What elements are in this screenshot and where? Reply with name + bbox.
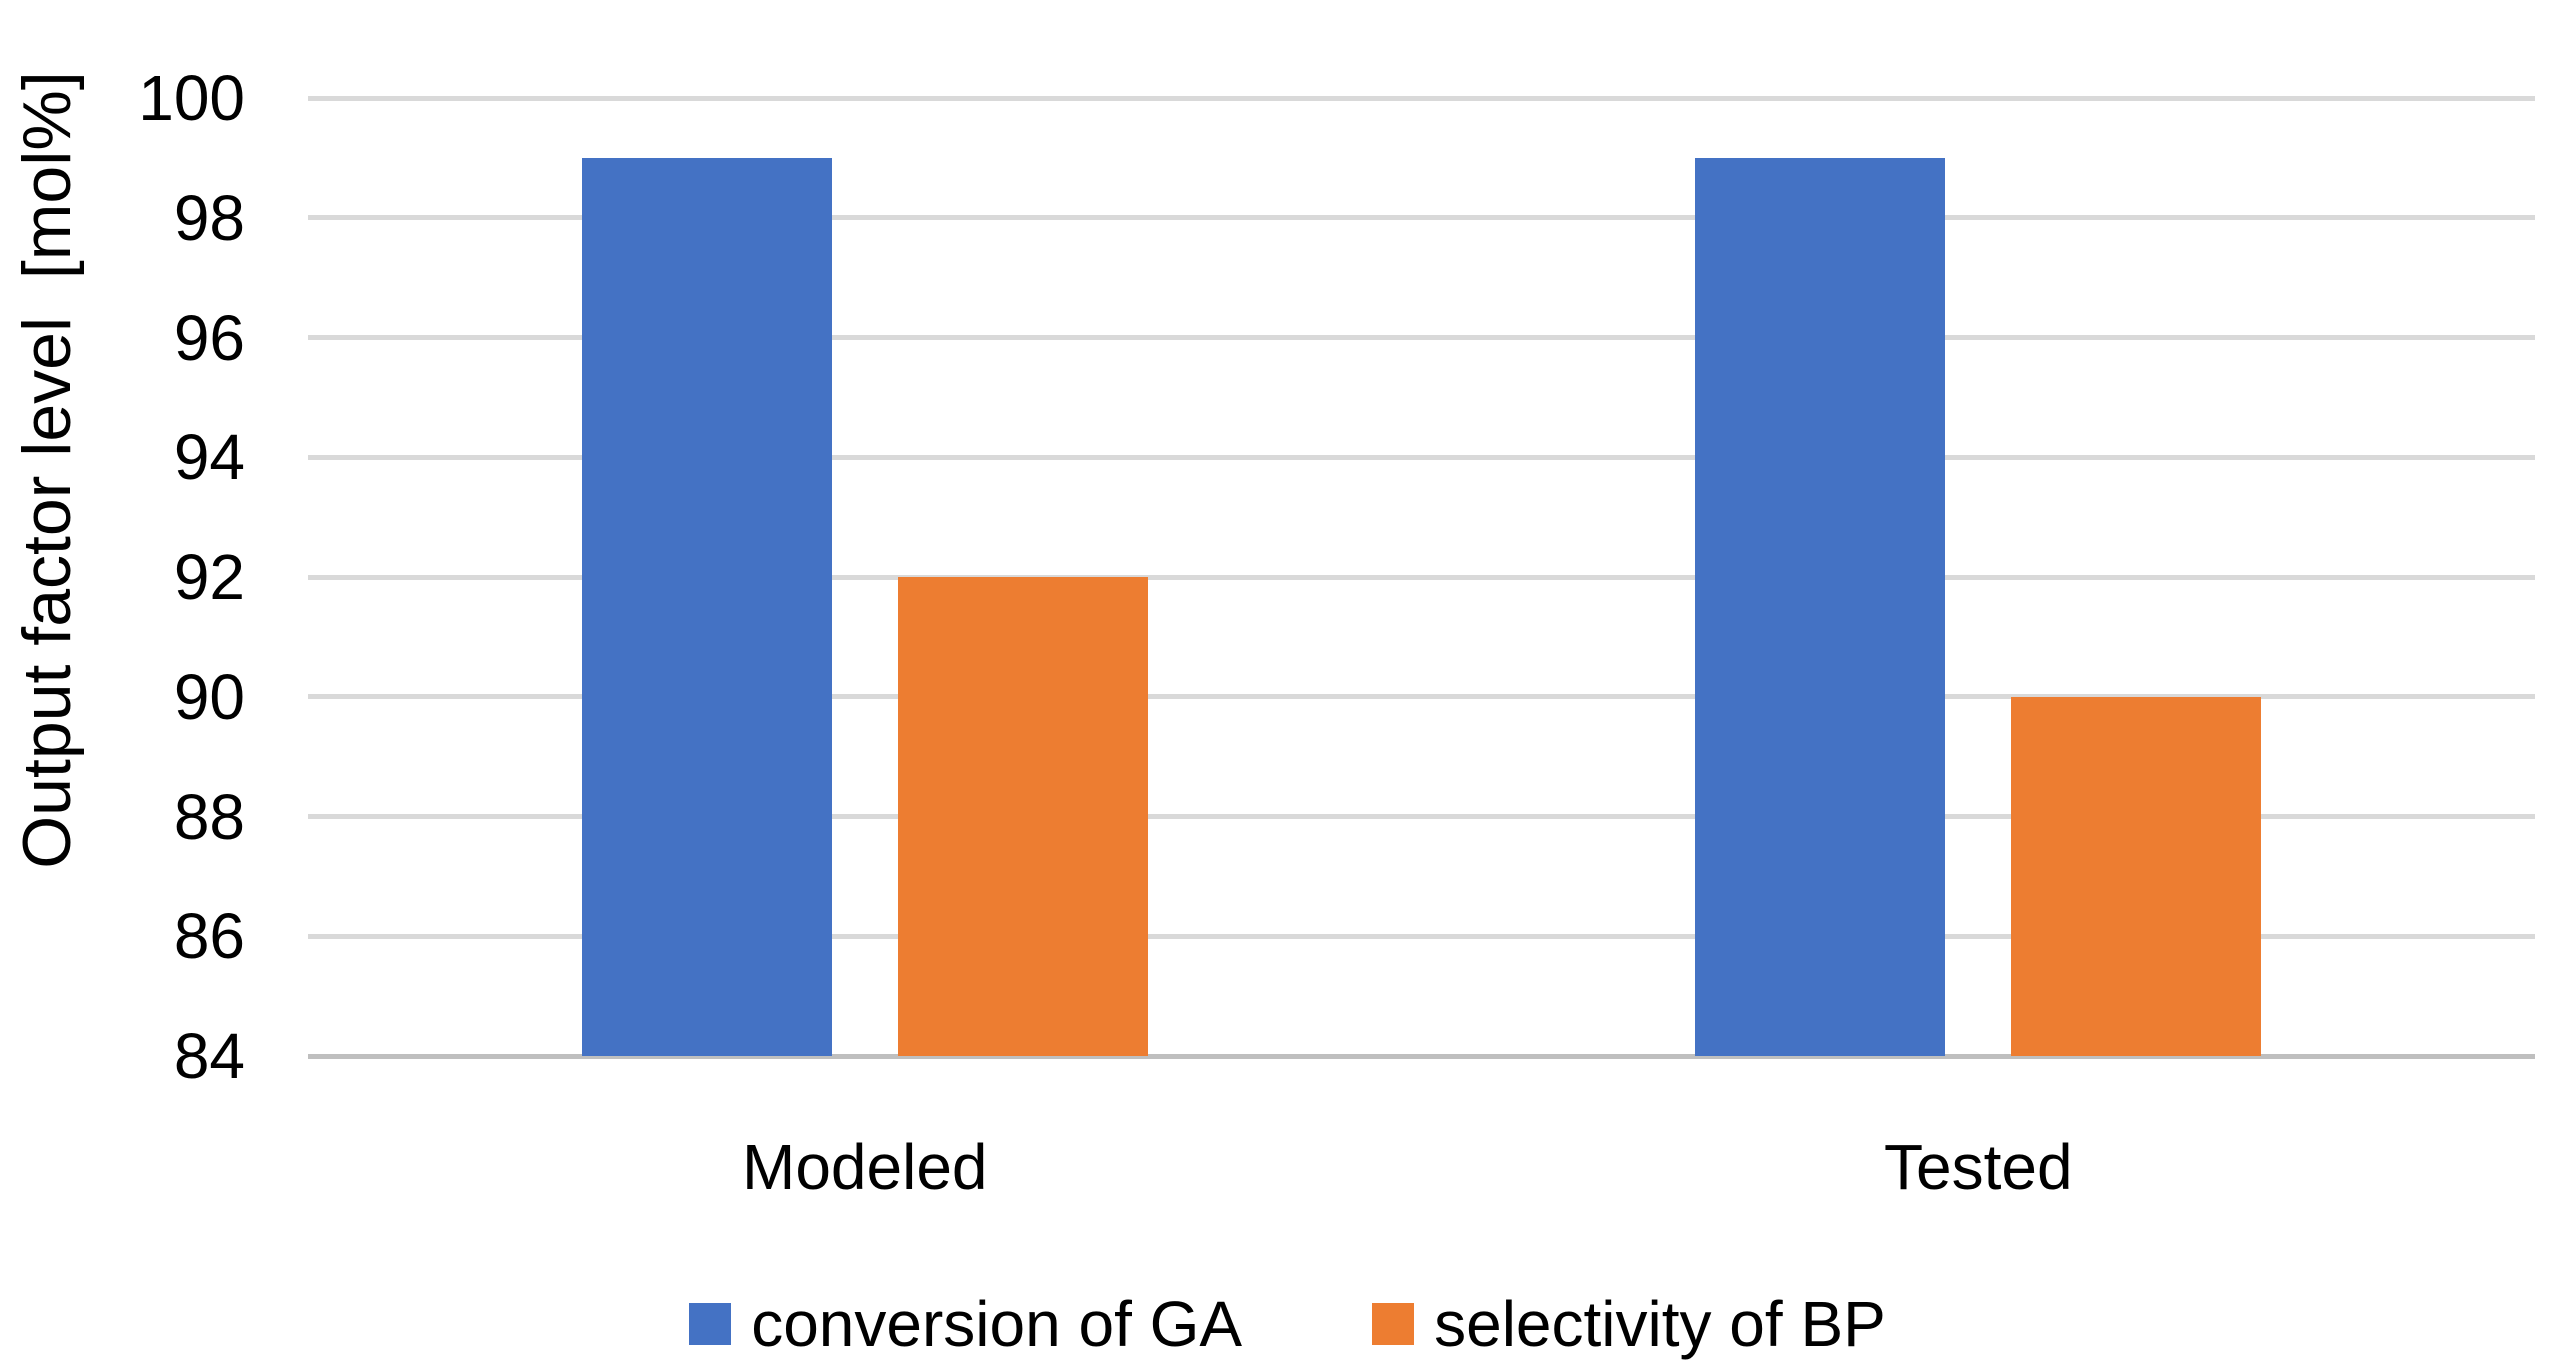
y-axis-tick-label: 90 — [173, 660, 245, 733]
bar-tested-conversion-of-ga — [1695, 157, 1946, 1056]
y-gridline — [308, 95, 2535, 101]
y-gridline — [308, 574, 2535, 580]
y-gridline — [308, 933, 2535, 939]
legend-item-selectivity-of-bp: selectivity of BP — [1372, 1292, 1886, 1356]
legend-label: conversion of GA — [751, 1288, 1243, 1360]
plot-area — [308, 95, 2535, 1059]
legend: conversion of GA selectivity of BP — [0, 1292, 2575, 1356]
bar-modeled-selectivity-of-bp — [897, 577, 1148, 1056]
category-label-tested: Tested — [1883, 1131, 2073, 1203]
legend-label: selectivity of BP — [1434, 1288, 1886, 1360]
y-gridline — [308, 454, 2535, 460]
bar-modeled-conversion-of-ga — [581, 157, 832, 1056]
x-axis-line — [308, 1053, 2535, 1059]
y-axis-tick-label: 94 — [173, 421, 245, 494]
y-axis-tick-label: 100 — [138, 62, 245, 134]
y-gridline — [308, 814, 2535, 819]
category-label-modeled: Modeled — [742, 1131, 988, 1203]
y-gridline — [308, 335, 2535, 340]
y-axis-tick-label: 88 — [173, 780, 245, 853]
y-gridline — [308, 694, 2535, 700]
bar-tested-selectivity-of-bp — [2011, 696, 2262, 1056]
y-axis-tick-label: 84 — [173, 1020, 245, 1092]
y-axis-tick-label: 98 — [173, 181, 245, 254]
legend-swatch-icon — [689, 1303, 732, 1345]
y-axis-tick-label: 96 — [173, 301, 245, 374]
y-gridline — [308, 215, 2535, 221]
y-axis-tick-label: 92 — [173, 541, 245, 613]
y-axis-tick-label: 86 — [173, 900, 245, 973]
legend-swatch-icon — [1372, 1303, 1415, 1345]
legend-item-conversion-of-ga: conversion of GA — [689, 1292, 1242, 1356]
